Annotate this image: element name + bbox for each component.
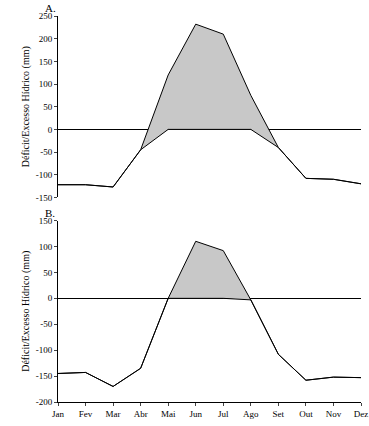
- svg-text:250: 250: [39, 11, 53, 21]
- svg-text:-150: -150: [36, 371, 53, 381]
- svg-text:Déficit/Excesso Hídrico (mm): Déficit/Excesso Hídrico (mm): [20, 46, 32, 167]
- svg-text:150: 150: [39, 216, 53, 226]
- svg-text:A.: A.: [45, 2, 56, 14]
- svg-text:Jun: Jun: [189, 409, 202, 419]
- svg-text:Jul: Jul: [218, 409, 229, 419]
- svg-text:150: 150: [39, 57, 53, 67]
- svg-text:Ago: Ago: [243, 409, 259, 419]
- svg-text:Dez: Dez: [354, 409, 369, 419]
- svg-text:Nov: Nov: [326, 409, 342, 419]
- svg-text:100: 100: [39, 79, 53, 89]
- svg-text:Mar: Mar: [106, 409, 121, 419]
- svg-text:-150: -150: [36, 193, 53, 203]
- svg-text:0: 0: [48, 293, 53, 303]
- svg-text:B.: B.: [45, 207, 55, 219]
- svg-text:100: 100: [39, 242, 53, 252]
- svg-text:Fev: Fev: [79, 409, 93, 419]
- svg-text:-100: -100: [36, 170, 53, 180]
- svg-text:50: 50: [43, 268, 53, 278]
- svg-text:Abr: Abr: [134, 409, 148, 419]
- svg-text:Jan: Jan: [52, 409, 64, 419]
- svg-text:200: 200: [39, 34, 53, 44]
- svg-text:-50: -50: [40, 147, 52, 157]
- svg-text:-50: -50: [40, 319, 52, 329]
- svg-text:-100: -100: [36, 345, 53, 355]
- svg-text:Déficit/Excesso Hídrico (mm): Déficit/Excesso Hídrico (mm): [20, 251, 32, 372]
- svg-text:Out: Out: [299, 409, 313, 419]
- svg-text:-200: -200: [36, 397, 53, 407]
- svg-text:50: 50: [43, 102, 53, 112]
- svg-text:Mai: Mai: [161, 409, 176, 419]
- svg-text:0: 0: [48, 125, 53, 135]
- svg-text:Set: Set: [273, 409, 285, 419]
